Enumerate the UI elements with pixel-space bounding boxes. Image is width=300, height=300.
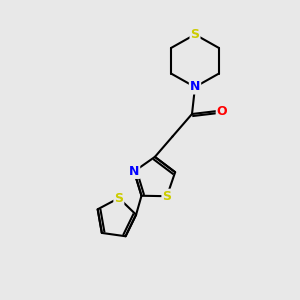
Text: S: S [114,191,123,205]
Text: S: S [190,28,200,41]
Text: S: S [162,190,171,203]
Text: O: O [217,104,227,118]
Text: N: N [190,80,200,94]
Text: N: N [129,165,139,178]
